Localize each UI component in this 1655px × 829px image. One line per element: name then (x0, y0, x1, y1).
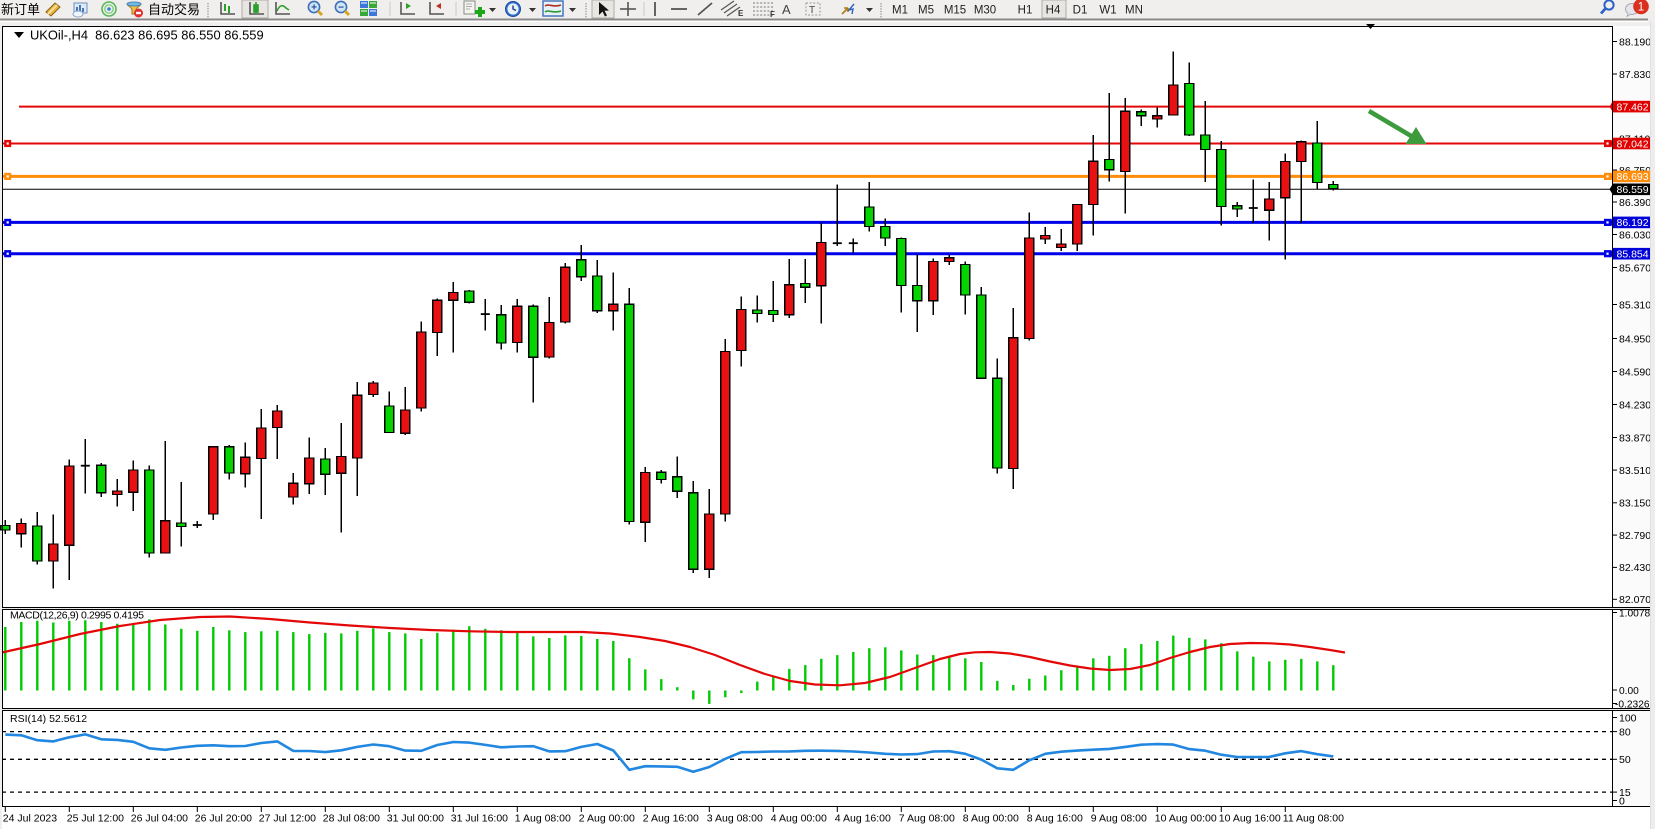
svg-text:50: 50 (1619, 754, 1631, 766)
svg-text:7 Aug 08:00: 7 Aug 08:00 (899, 813, 955, 825)
svg-text:28 Jul 08:00: 28 Jul 08:00 (323, 813, 380, 825)
svg-text:1.0078: 1.0078 (1619, 608, 1650, 619)
svg-text:31 Jul 00:00: 31 Jul 00:00 (387, 813, 444, 825)
svg-text:MACD(12,26,9) 0.2995 0.4195: MACD(12,26,9) 0.2995 0.4195 (10, 610, 144, 622)
svg-text:82.790: 82.790 (1619, 530, 1651, 542)
svg-text:M1: M1 (892, 5, 908, 17)
svg-text:0.00: 0.00 (1619, 686, 1639, 697)
svg-text:24 Jul 2023: 24 Jul 2023 (3, 813, 57, 825)
svg-text:3 Aug 08:00: 3 Aug 08:00 (707, 813, 763, 825)
svg-text:83.150: 83.150 (1619, 498, 1651, 510)
svg-text:M15: M15 (944, 5, 966, 17)
svg-text:2 Aug 00:00: 2 Aug 00:00 (579, 813, 635, 825)
svg-text:86.030: 86.030 (1619, 229, 1651, 241)
svg-text:E: E (738, 9, 744, 18)
svg-text:10 Aug 00:00: 10 Aug 00:00 (1155, 813, 1217, 825)
svg-text:15: 15 (1619, 787, 1631, 799)
svg-text:11 Aug 08:00: 11 Aug 08:00 (1283, 813, 1344, 825)
svg-text:D1: D1 (1073, 5, 1088, 17)
svg-text:26 Jul 20:00: 26 Jul 20:00 (195, 813, 252, 825)
svg-text:A: A (782, 2, 791, 17)
svg-text:新订单: 新订单 (1, 2, 40, 17)
svg-text:H4: H4 (1046, 5, 1061, 17)
svg-text:85.310: 85.310 (1619, 299, 1651, 311)
svg-text:100: 100 (1619, 712, 1637, 724)
svg-text:T: T (809, 5, 815, 16)
svg-text:4 Aug 00:00: 4 Aug 00:00 (771, 813, 827, 825)
svg-text:-0.2326: -0.2326 (1615, 699, 1650, 710)
svg-text:31 Jul 16:00: 31 Jul 16:00 (451, 813, 508, 825)
svg-text:10 Aug 16:00: 10 Aug 16:00 (1219, 813, 1281, 825)
svg-text:M5: M5 (918, 5, 934, 17)
svg-text:87.042: 87.042 (1617, 138, 1649, 150)
svg-text:82.070: 82.070 (1619, 594, 1651, 606)
svg-text:86.390: 86.390 (1619, 197, 1651, 209)
svg-text:87.830: 87.830 (1619, 69, 1651, 81)
svg-text:UKOil-,H4 86.623 86.695 86.55: UKOil-,H4 86.623 86.695 86.550 86.559 (30, 28, 264, 43)
svg-text:82.430: 82.430 (1619, 562, 1651, 574)
svg-text:85.854: 85.854 (1617, 249, 1649, 261)
svg-text:8 Aug 16:00: 8 Aug 16:00 (1027, 813, 1083, 825)
svg-text:W1: W1 (1099, 5, 1116, 17)
svg-text:27 Jul 12:00: 27 Jul 12:00 (259, 813, 316, 825)
svg-text:1 Aug 08:00: 1 Aug 08:00 (515, 813, 571, 825)
svg-text:4 Aug 16:00: 4 Aug 16:00 (835, 813, 891, 825)
svg-text:9 Aug 08:00: 9 Aug 08:00 (1091, 813, 1147, 825)
svg-text:M30: M30 (974, 5, 996, 17)
svg-text:84.230: 84.230 (1619, 399, 1651, 411)
svg-text:8 Aug 00:00: 8 Aug 00:00 (963, 813, 1019, 825)
svg-text:80: 80 (1619, 726, 1631, 738)
svg-text:86.693: 86.693 (1617, 171, 1649, 183)
svg-text:+: + (311, 3, 317, 14)
svg-text:86.192: 86.192 (1617, 217, 1649, 229)
svg-text:26 Jul 04:00: 26 Jul 04:00 (131, 813, 188, 825)
svg-text:83.870: 83.870 (1619, 432, 1651, 444)
svg-text:MN: MN (1125, 5, 1143, 17)
svg-text:86.559: 86.559 (1617, 184, 1649, 196)
svg-text:25 Jul 12:00: 25 Jul 12:00 (67, 813, 124, 825)
svg-text:−: − (338, 3, 344, 14)
svg-text:H1: H1 (1018, 5, 1033, 17)
svg-text:83.510: 83.510 (1619, 465, 1651, 477)
svg-text:2 Aug 16:00: 2 Aug 16:00 (643, 813, 699, 825)
svg-text:88.190: 88.190 (1619, 36, 1651, 48)
svg-text:1: 1 (1638, 2, 1644, 14)
svg-text:85.670: 85.670 (1619, 262, 1651, 274)
svg-text:84.590: 84.590 (1619, 366, 1651, 378)
svg-text:F: F (770, 10, 775, 19)
svg-text:0: 0 (1619, 795, 1625, 807)
svg-text:自动交易: 自动交易 (148, 2, 200, 17)
svg-text:RSI(14) 52.5612: RSI(14) 52.5612 (10, 713, 87, 725)
svg-text:87.462: 87.462 (1617, 101, 1649, 113)
svg-text:84.950: 84.950 (1619, 333, 1651, 345)
